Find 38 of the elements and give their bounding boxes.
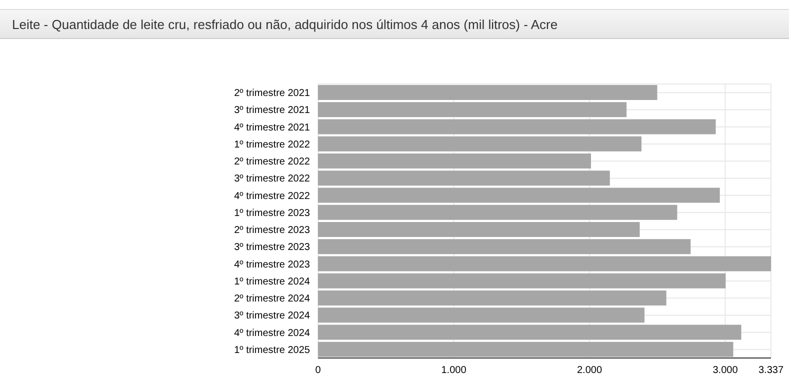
bar — [318, 188, 720, 203]
y-tick-label: 2º trimestre 2023 — [234, 225, 310, 236]
y-tick-label: 1º trimestre 2025 — [234, 344, 310, 356]
x-tick-label: 3.000 — [712, 365, 738, 376]
bar — [318, 222, 640, 237]
chart-title: Leite - Quantidade de leite cru, resfriado ou não, adquirido nos últimos 4 anos (mil litros) - Acre — [0, 9, 789, 39]
y-tick-label: 4º trimestre 2021 — [234, 122, 310, 134]
bar — [318, 204, 678, 220]
y-tick-label: 1º trimestre 2023 — [234, 208, 310, 219]
y-tick-label: 3º trimestre 2024 — [234, 310, 310, 322]
y-tick-label: 4º trimestre 2023 — [234, 259, 310, 270]
y-tick-label: 2º trimestre 2022 — [234, 156, 310, 168]
x-tick-label: 0 — [315, 365, 322, 376]
bar — [318, 85, 658, 100]
x-tick-label: 3.337 — [758, 365, 784, 376]
y-tick-label: 4º trimestre 2022 — [234, 190, 310, 202]
y-tick-label: 3º trimestre 2023 — [234, 242, 310, 254]
bar — [318, 290, 666, 306]
bar — [318, 239, 691, 254]
bar — [318, 119, 716, 134]
bar — [318, 342, 734, 357]
y-tick-label: 3º trimestre 2021 — [234, 105, 310, 116]
bar — [318, 170, 610, 186]
y-tick-label: 1º trimestre 2022 — [234, 139, 310, 150]
bar — [318, 256, 771, 272]
y-tick-label: 3º trimestre 2022 — [234, 174, 310, 185]
bar — [318, 102, 627, 118]
bar — [318, 273, 726, 288]
y-tick-label: 1º trimestre 2024 — [234, 276, 310, 288]
x-tick-label: 2.000 — [576, 365, 602, 376]
bar — [318, 308, 644, 323]
bar — [318, 324, 742, 340]
x-tick-label: 1.000 — [441, 365, 467, 376]
y-tick-label: 2º trimestre 2021 — [234, 88, 310, 100]
bar — [318, 136, 642, 152]
bar — [318, 154, 591, 168]
y-tick-label: 2º trimestre 2024 — [234, 294, 310, 305]
y-tick-label: 4º trimestre 2024 — [234, 328, 310, 339]
